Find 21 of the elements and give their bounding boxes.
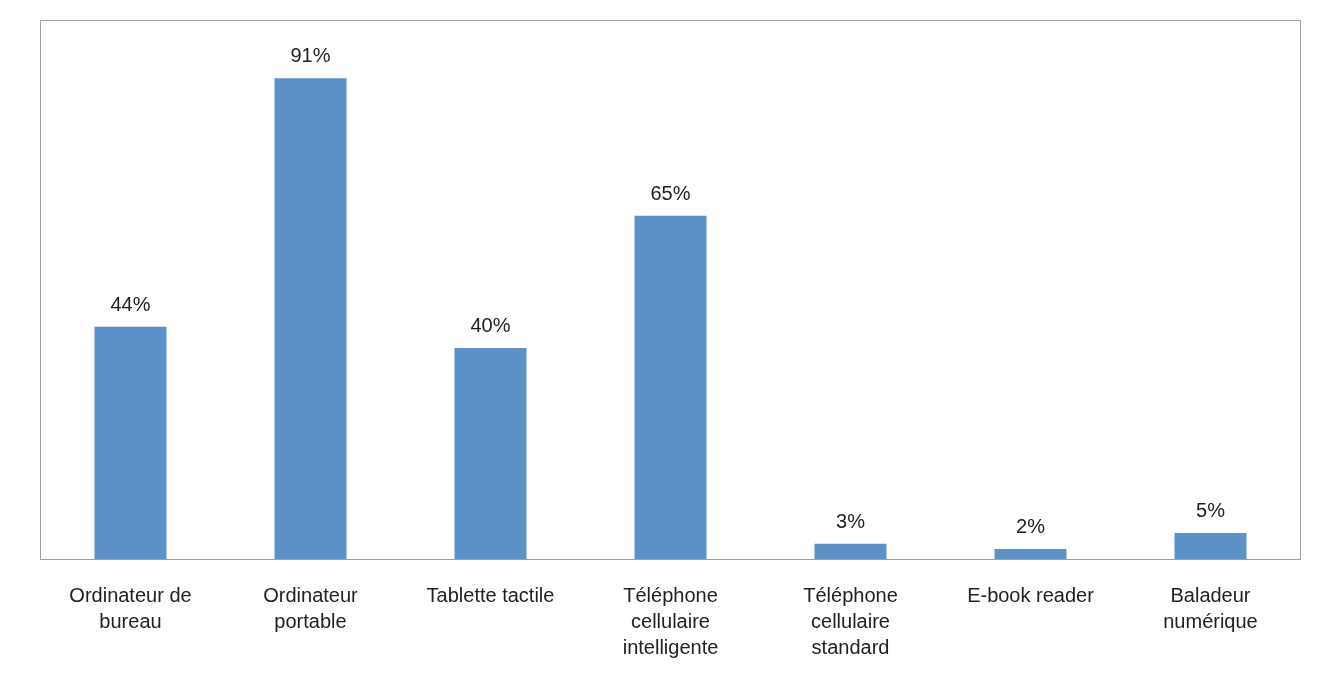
bar	[94, 326, 167, 560]
x-tick-label: Baladeur numérique	[1163, 583, 1258, 632]
bar	[454, 347, 527, 560]
bar	[274, 78, 347, 560]
data-label: 2%	[1016, 514, 1046, 537]
x-tick-label: Téléphone cellulaire standard	[803, 583, 898, 659]
x-tick-label: E-book reader	[967, 583, 1095, 606]
x-tick-label: Ordinateur de bureau	[69, 583, 192, 632]
data-label: 3%	[836, 509, 866, 532]
data-label: 44%	[110, 292, 151, 315]
bar	[1174, 533, 1247, 560]
data-label: 5%	[1196, 499, 1226, 522]
bar	[994, 548, 1067, 560]
x-tick-label: Téléphone cellulaire intelligente	[622, 583, 719, 659]
data-label: 91%	[290, 44, 331, 67]
data-label: 40%	[470, 313, 511, 336]
x-tick-label: Tablette tactile	[426, 583, 555, 606]
bar	[634, 215, 707, 560]
x-tick-label: Ordinateur portable	[263, 583, 359, 632]
data-label: 65%	[650, 181, 691, 204]
bar	[814, 543, 887, 560]
